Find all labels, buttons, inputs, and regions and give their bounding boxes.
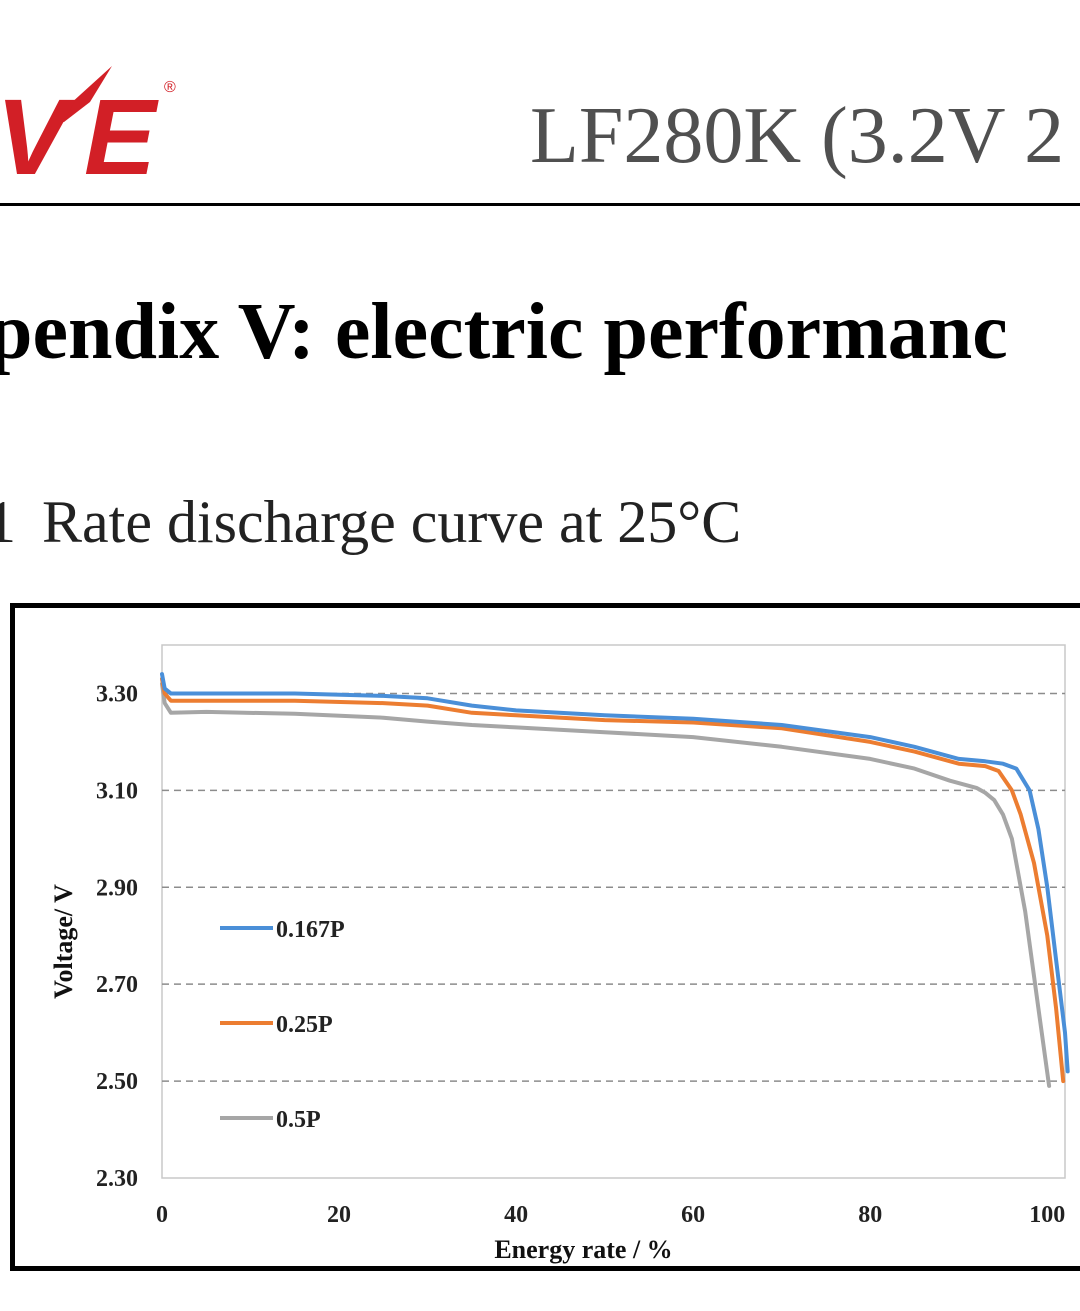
y-tick-label: 3.30 bbox=[96, 681, 138, 707]
y-tick-label: 2.30 bbox=[96, 1166, 138, 1192]
caption-number: 1 bbox=[0, 489, 16, 555]
x-tick-label: 80 bbox=[858, 1202, 882, 1228]
registered-mark: ® bbox=[164, 79, 176, 96]
x-axis-title: Energy rate / % bbox=[494, 1235, 672, 1264]
label-layer: 2.30 2.50 2.70 2.90 3.10 3.30 0 20 40 60 80 100 Ener… bbox=[49, 681, 1065, 1264]
y-tick-label: 2.90 bbox=[96, 875, 138, 901]
grid-layer bbox=[161, 644, 1066, 1179]
legend-label-0.167P: 0.167P bbox=[276, 917, 345, 943]
x-tick-label: 0 bbox=[156, 1202, 168, 1228]
header-divider bbox=[0, 203, 1080, 206]
legend: 0.167P 0.25P 0.5P bbox=[220, 917, 345, 1133]
plot-area bbox=[161, 644, 1066, 1179]
y-tick-label: 3.10 bbox=[96, 778, 138, 804]
legend-label-0.25P: 0.25P bbox=[276, 1012, 333, 1038]
legend-label-0.5P: 0.5P bbox=[276, 1107, 321, 1133]
section-heading: pendix V: electric performanc bbox=[0, 288, 1008, 376]
company-logo: VE ® bbox=[0, 66, 176, 182]
chart-caption: Rate discharge curve at 25°C bbox=[42, 489, 742, 555]
y-tick-label: 2.70 bbox=[96, 972, 138, 998]
y-axis-title: Voltage/ V bbox=[49, 884, 78, 999]
series-line-0.5P bbox=[160, 681, 1052, 1088]
y-tick-label: 2.50 bbox=[96, 1069, 138, 1095]
logo-swoosh bbox=[48, 66, 112, 124]
x-tick-label: 100 bbox=[1029, 1202, 1065, 1228]
series-layer bbox=[160, 672, 1070, 1088]
x-tick-label: 60 bbox=[681, 1202, 705, 1228]
x-tick-label: 20 bbox=[327, 1202, 351, 1228]
series-line-0.25P bbox=[160, 676, 1066, 1084]
x-tick-label: 40 bbox=[504, 1202, 528, 1228]
series-line-0.167P bbox=[160, 672, 1070, 1074]
document-title: LF280K (3.2V 2 bbox=[530, 92, 1065, 180]
